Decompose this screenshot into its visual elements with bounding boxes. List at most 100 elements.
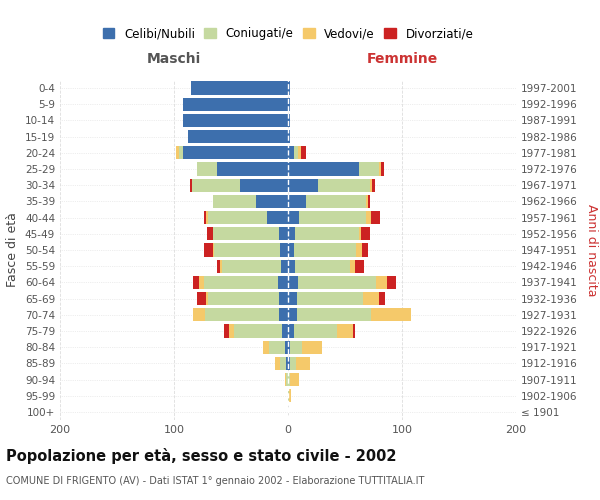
Bar (371, 211, 380, 224)
Bar (217, 260, 220, 273)
Bar (288, 178, 317, 192)
Bar (283, 324, 288, 338)
Y-axis label: Fasce di età: Fasce di età (7, 212, 19, 288)
Bar (288, 260, 295, 273)
Bar (288, 292, 297, 305)
Bar (317, 178, 370, 192)
Bar (222, 260, 281, 273)
Bar (279, 227, 288, 240)
Bar (193, 276, 199, 289)
Bar (286, 373, 288, 386)
Bar (224, 324, 229, 338)
Bar (203, 211, 206, 224)
Bar (213, 195, 256, 208)
Bar (288, 114, 290, 127)
Bar (208, 292, 279, 305)
Bar (288, 82, 290, 94)
Bar (288, 211, 299, 224)
Bar (284, 340, 288, 354)
Bar (359, 227, 361, 240)
Bar (263, 340, 269, 354)
Bar (368, 195, 370, 208)
Bar (176, 146, 179, 160)
Bar (279, 292, 288, 305)
Bar (297, 292, 363, 305)
Bar (278, 276, 288, 289)
Bar (199, 276, 203, 289)
Bar (205, 308, 279, 322)
Bar (197, 292, 206, 305)
Bar (220, 260, 222, 273)
Bar (275, 356, 280, 370)
Bar (371, 308, 411, 322)
Bar (302, 340, 322, 354)
Bar (288, 146, 294, 160)
Bar (190, 178, 192, 192)
Bar (269, 340, 284, 354)
Bar (365, 195, 368, 208)
Bar (280, 356, 286, 370)
Bar (299, 211, 365, 224)
Bar (191, 82, 288, 94)
Bar (235, 324, 283, 338)
Bar (365, 211, 371, 224)
Text: Femmine: Femmine (367, 52, 437, 66)
Bar (206, 292, 208, 305)
Bar (288, 195, 306, 208)
Bar (353, 324, 355, 338)
Bar (363, 292, 379, 305)
Bar (286, 356, 288, 370)
Bar (298, 146, 301, 160)
Bar (284, 373, 286, 386)
Bar (296, 356, 310, 370)
Bar (288, 308, 297, 322)
Text: Popolazione per età, sesso e stato civile - 2002: Popolazione per età, sesso e stato civil… (6, 448, 397, 464)
Bar (361, 227, 370, 240)
Bar (183, 146, 288, 160)
Bar (288, 130, 290, 143)
Bar (240, 178, 288, 192)
Bar (306, 195, 365, 208)
Bar (206, 211, 208, 224)
Bar (288, 324, 294, 338)
Bar (387, 276, 397, 289)
Bar (229, 324, 235, 338)
Bar (294, 324, 337, 338)
Bar (288, 98, 290, 111)
Bar (279, 308, 288, 322)
Bar (288, 162, 359, 175)
Bar (295, 227, 359, 240)
Bar (379, 162, 382, 175)
Bar (217, 162, 288, 175)
Bar (268, 211, 288, 224)
Bar (289, 389, 292, 402)
Bar (359, 162, 379, 175)
Bar (288, 227, 295, 240)
Bar (208, 211, 268, 224)
Bar (298, 276, 376, 289)
Bar (337, 324, 353, 338)
Bar (280, 244, 288, 256)
Bar (183, 98, 288, 111)
Bar (297, 308, 371, 322)
Bar (179, 146, 183, 160)
Bar (288, 389, 289, 402)
Bar (382, 162, 384, 175)
Bar (203, 244, 213, 256)
Bar (350, 260, 355, 273)
Text: COMUNE DI FRIGENTO (AV) - Dati ISTAT 1° gennaio 2002 - Elaborazione TUTTITALIA.I: COMUNE DI FRIGENTO (AV) - Dati ISTAT 1° … (6, 476, 424, 486)
Bar (295, 260, 350, 273)
Bar (288, 340, 290, 354)
Bar (281, 260, 288, 273)
Bar (256, 195, 288, 208)
Bar (301, 146, 306, 160)
Y-axis label: Anni di nascita: Anni di nascita (586, 204, 598, 296)
Bar (290, 373, 299, 386)
Bar (183, 114, 288, 127)
Bar (288, 356, 290, 370)
Bar (356, 244, 362, 256)
Bar (197, 162, 217, 175)
Bar (188, 130, 288, 143)
Bar (290, 340, 302, 354)
Bar (373, 178, 374, 192)
